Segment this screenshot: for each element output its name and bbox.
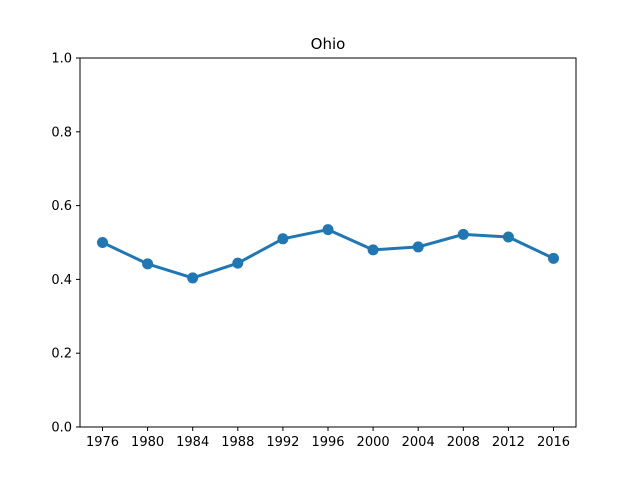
y-axis: 0.0 0.2 0.4 0.6 0.8 1.0 [51,52,80,436]
x-tick-label: 2000 [357,435,390,450]
plot-frame [79,57,577,428]
series-layer [97,224,559,284]
y-tick-label: 1.0 [51,52,72,67]
x-tick-label: 1996 [311,435,344,450]
y-tick-label: 0.4 [51,273,72,288]
data-point [277,233,289,245]
x-tick-label: 1976 [86,435,119,450]
x-tick-label: 2016 [537,435,570,450]
data-point [457,228,469,240]
y-tick-label: 0.2 [51,347,72,362]
data-point [322,224,334,236]
data-point [548,252,559,264]
data-point [367,244,379,256]
data-point [232,257,244,269]
data-point [502,231,514,243]
data-point [412,241,424,253]
y-tick-label: 0.8 [51,125,72,140]
chart-title: Ohio [311,35,346,53]
data-point [97,237,108,248]
x-tick-label: 1992 [266,435,299,450]
y-tick-label: 0.0 [51,421,72,436]
x-tick-label: 2008 [447,435,480,450]
x-tick-label: 2004 [402,435,435,450]
x-axis: 1976 1980 1984 1988 1992 1996 2000 2004 2008 2012… [86,427,570,450]
x-tick-label: 1988 [221,435,254,450]
x-tick-label: 1980 [131,435,164,450]
data-point [142,258,154,270]
x-tick-label: 1984 [176,435,209,450]
plot-area [80,58,576,427]
y-tick-label: 0.6 [51,199,72,214]
data-point [187,272,199,284]
x-tick-label: 2012 [492,435,525,450]
